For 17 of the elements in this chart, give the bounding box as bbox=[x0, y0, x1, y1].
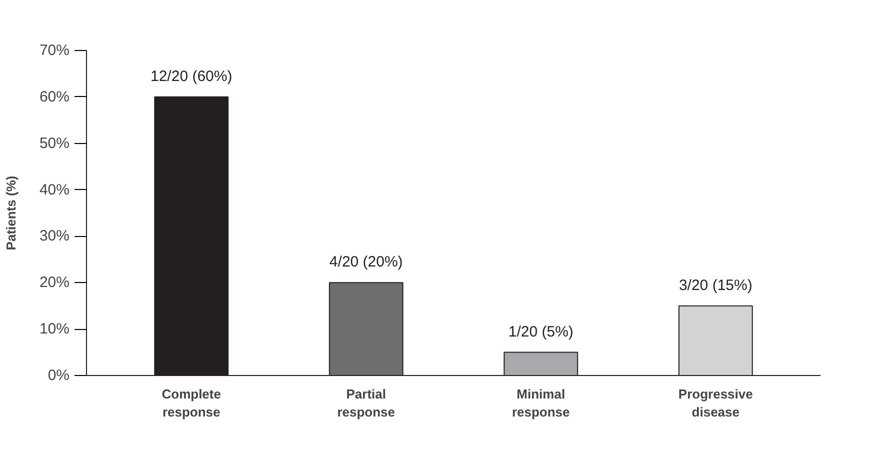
x-tick-label: Complete response bbox=[162, 386, 221, 420]
y-tick-label: 0% bbox=[48, 367, 70, 384]
y-tick-label: 60% bbox=[39, 88, 70, 106]
y-tick-label: 10% bbox=[39, 320, 70, 338]
data-label: 4/20 (20%) bbox=[329, 254, 403, 271]
y-tick-label: 20% bbox=[39, 274, 70, 292]
y-axis-title: Patients (%) bbox=[3, 176, 18, 250]
data-label: 1/20 (5%) bbox=[508, 323, 574, 340]
x-tick-label: Minimal response bbox=[512, 386, 570, 420]
y-tick-label: 40% bbox=[39, 181, 70, 198]
y-tick-label: 50% bbox=[39, 134, 70, 152]
x-tick-label: Progressive disease bbox=[678, 386, 753, 420]
y-tick-label: 70% bbox=[39, 42, 70, 59]
y-tick-label: 30% bbox=[39, 228, 70, 245]
data-label: 12/20 (60%) bbox=[150, 68, 232, 85]
x-tick-label: Partial response bbox=[337, 386, 396, 420]
data-label: 3/20 (15%) bbox=[678, 276, 752, 294]
